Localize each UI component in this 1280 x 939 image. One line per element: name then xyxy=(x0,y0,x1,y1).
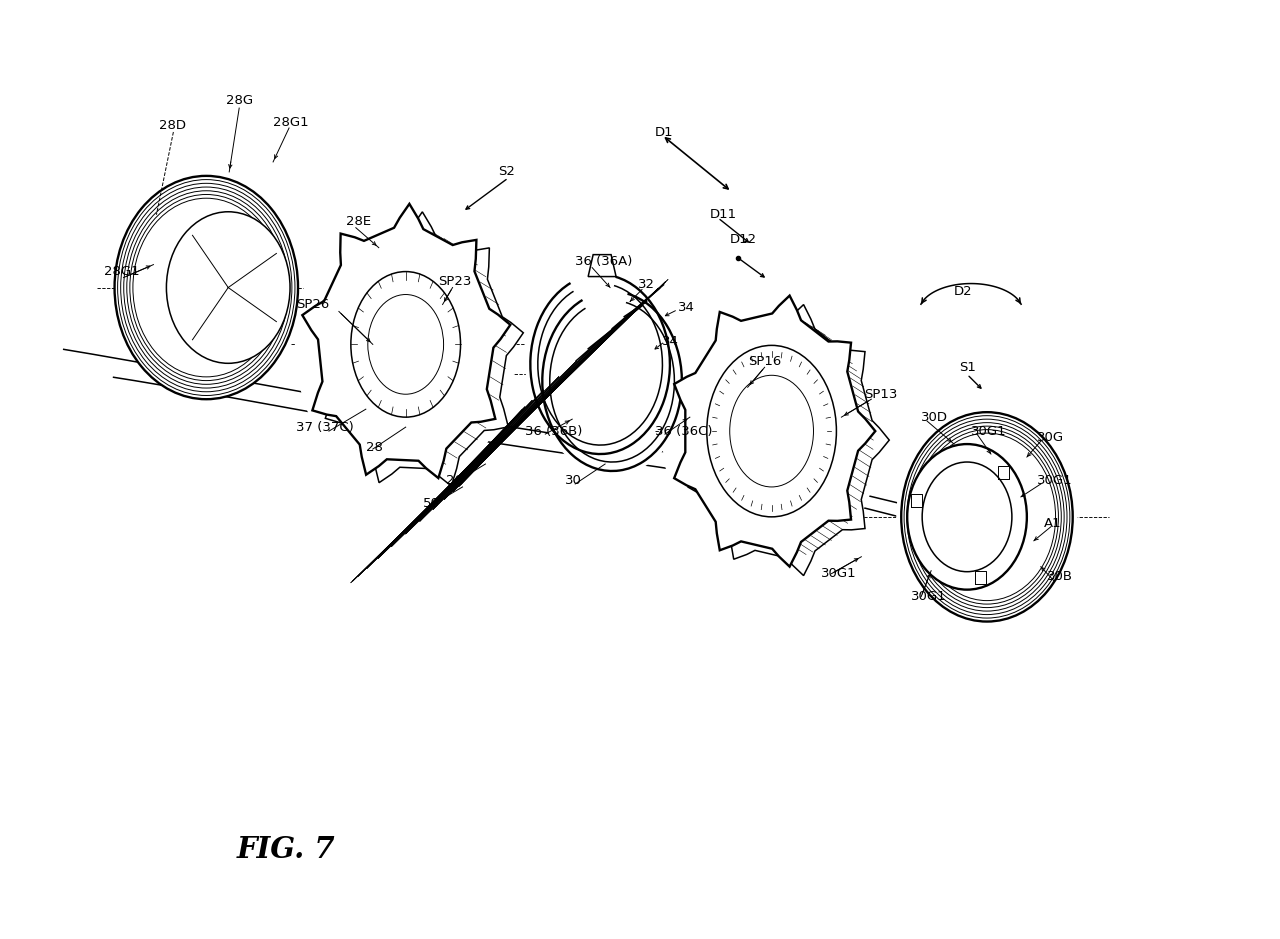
Text: 30B: 30B xyxy=(1047,570,1073,583)
Text: SP13: SP13 xyxy=(864,388,897,401)
Ellipse shape xyxy=(901,412,1073,622)
Polygon shape xyxy=(675,296,876,566)
Ellipse shape xyxy=(538,286,687,476)
Text: 30: 30 xyxy=(566,474,582,487)
Text: 28G1: 28G1 xyxy=(104,265,140,278)
Text: 37 (37C): 37 (37C) xyxy=(296,421,353,434)
Ellipse shape xyxy=(922,462,1012,572)
Polygon shape xyxy=(302,204,511,478)
Ellipse shape xyxy=(114,176,298,399)
Text: 28D: 28D xyxy=(160,118,187,131)
Text: S2: S2 xyxy=(498,165,516,178)
Text: D2: D2 xyxy=(954,285,973,298)
Text: 34: 34 xyxy=(678,301,695,314)
Text: S1: S1 xyxy=(959,361,975,374)
Polygon shape xyxy=(689,304,890,576)
Ellipse shape xyxy=(707,346,836,516)
Ellipse shape xyxy=(662,287,882,575)
Text: 36 (36C): 36 (36C) xyxy=(655,424,713,438)
Text: A1: A1 xyxy=(1043,517,1061,531)
Ellipse shape xyxy=(730,376,814,487)
Text: 28G: 28G xyxy=(227,94,253,107)
Text: D1: D1 xyxy=(655,126,673,138)
Text: 30G1: 30G1 xyxy=(1037,474,1073,487)
Ellipse shape xyxy=(294,199,516,490)
Ellipse shape xyxy=(908,444,1027,590)
Text: 28: 28 xyxy=(366,440,383,454)
Text: 28E: 28E xyxy=(346,215,371,228)
Text: 30G1: 30G1 xyxy=(911,590,947,603)
Text: 34: 34 xyxy=(662,335,678,347)
Text: 36 (36A): 36 (36A) xyxy=(575,255,632,269)
Text: 36 (36B): 36 (36B) xyxy=(525,424,582,438)
Text: 26: 26 xyxy=(445,474,462,487)
Text: SP26: SP26 xyxy=(296,298,329,311)
Text: 32: 32 xyxy=(637,278,655,291)
Text: 30G1: 30G1 xyxy=(822,567,858,580)
Polygon shape xyxy=(315,212,524,486)
Text: 30D: 30D xyxy=(922,410,948,423)
Ellipse shape xyxy=(166,212,291,363)
Ellipse shape xyxy=(367,295,444,394)
Ellipse shape xyxy=(896,408,1078,626)
Text: 28G1: 28G1 xyxy=(273,115,308,129)
Polygon shape xyxy=(588,254,616,277)
Text: D12: D12 xyxy=(730,233,756,246)
Ellipse shape xyxy=(351,271,461,417)
Text: SP23: SP23 xyxy=(439,275,472,288)
Text: 30G1: 30G1 xyxy=(972,424,1006,438)
Text: 30G: 30G xyxy=(1037,431,1064,443)
Text: 50: 50 xyxy=(422,498,439,511)
Text: SP16: SP16 xyxy=(748,355,781,368)
Text: FIG. 7: FIG. 7 xyxy=(237,836,335,865)
Ellipse shape xyxy=(525,269,675,459)
Text: D11: D11 xyxy=(710,208,737,222)
